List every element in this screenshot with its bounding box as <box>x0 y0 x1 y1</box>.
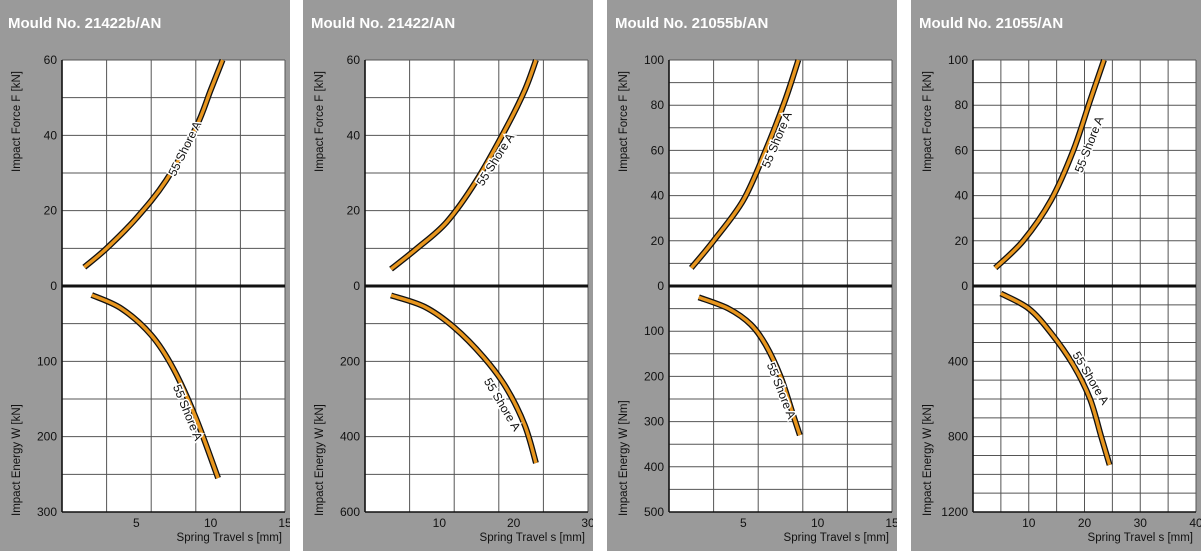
series-curve <box>83 59 225 269</box>
y-tick-label: 0 <box>657 279 664 293</box>
y-tick-label: 0 <box>353 279 360 293</box>
force-axis-title: Impact Force F [kN] <box>618 71 630 172</box>
energy-axis-title: Impact Energy W [kN] <box>922 404 934 516</box>
y-tick-label: 100 <box>37 354 57 368</box>
y-tick-label: 300 <box>37 505 57 519</box>
force-axis-title: Impact Force F [kN] <box>11 71 23 172</box>
energy-axis-title: Impact Energy W [kN] <box>314 404 326 516</box>
y-tick-label: 300 <box>644 415 664 429</box>
panel-title: Mould No. 21055b/AN <box>615 15 769 32</box>
panel-title: Mould No. 21055/AN <box>919 15 1064 32</box>
y-tick-label: 60 <box>955 143 969 157</box>
y-tick-label: 20 <box>347 204 361 218</box>
chart-panel: Mould No. 21055/AN 0 20 40 60 80 100 400 800 120… <box>911 0 1201 551</box>
y-tick-label: 20 <box>651 234 665 248</box>
x-tick-label: 10 <box>811 516 825 530</box>
x-tick-label: 15 <box>885 516 897 530</box>
x-tick-label: 30 <box>1134 516 1148 530</box>
y-tick-label: 40 <box>347 128 361 142</box>
y-tick-label: 1200 <box>941 505 968 519</box>
series-curve <box>994 59 1106 270</box>
y-tick-label: 0 <box>961 279 968 293</box>
x-axis-title: Spring Travel s [mm] <box>783 532 889 544</box>
y-tick-label: 600 <box>340 505 360 519</box>
panel-title: Mould No. 21422b/AN <box>8 15 162 32</box>
y-tick-label: 60 <box>347 53 361 67</box>
series-curve <box>698 295 802 436</box>
chart-panel: Mould No. 21055b/AN 0 20 40 60 80 100 100 200 30… <box>607 0 897 551</box>
x-tick-label: 10 <box>204 516 218 530</box>
x-axis-title: Spring Travel s [mm] <box>176 532 282 544</box>
y-tick-label: 100 <box>644 324 664 338</box>
y-tick-label: 20 <box>955 234 969 248</box>
y-tick-label: 800 <box>948 430 968 444</box>
y-tick-label: 20 <box>44 204 58 218</box>
x-tick-label: 15 <box>278 516 290 530</box>
series-curve <box>91 293 220 479</box>
x-tick-label: 20 <box>507 516 521 530</box>
x-tick-label: 20 <box>1078 516 1092 530</box>
series-curve <box>389 59 538 271</box>
x-axis-title: Spring Travel s [mm] <box>1087 532 1193 544</box>
x-axis-title: Spring Travel s [mm] <box>479 532 585 544</box>
force-axis-title: Impact Force F [kN] <box>314 71 326 172</box>
x-tick-label: 10 <box>433 516 447 530</box>
y-tick-label: 400 <box>644 460 664 474</box>
series-curve <box>1000 292 1112 466</box>
force-axis-title: Impact Force F [kN] <box>922 71 934 172</box>
y-tick-label: 80 <box>651 98 665 112</box>
y-tick-label: 40 <box>651 189 665 203</box>
y-tick-label: 500 <box>644 505 664 519</box>
x-tick-label: 40 <box>1189 516 1201 530</box>
energy-axis-title: Impact Energy W [kN] <box>11 404 23 516</box>
x-tick-label: 10 <box>1022 516 1036 530</box>
y-tick-label: 60 <box>44 53 58 67</box>
series-curve <box>689 59 800 270</box>
y-tick-label: 200 <box>644 369 664 383</box>
chart-panel: Mould No. 21422b/AN 0 20 40 60 100 200 300 5 10 1… <box>0 0 290 551</box>
y-tick-label: 0 <box>50 279 57 293</box>
panel-title: Mould No. 21422/AN <box>311 15 456 32</box>
chart-panel: Mould No. 21422/AN 0 20 40 60 200 400 600 10 20 3… <box>303 0 593 551</box>
y-tick-label: 60 <box>651 143 665 157</box>
x-tick-label: 5 <box>133 516 140 530</box>
y-tick-label: 40 <box>955 189 969 203</box>
y-tick-label: 40 <box>44 128 58 142</box>
x-tick-label: 30 <box>581 516 593 530</box>
series-curve <box>390 293 538 464</box>
y-tick-label: 80 <box>955 98 969 112</box>
y-tick-label: 100 <box>644 53 664 67</box>
y-tick-label: 100 <box>948 53 968 67</box>
energy-axis-title: Impact Energy W [Nm] <box>618 400 630 516</box>
y-tick-label: 400 <box>948 354 968 368</box>
x-tick-label: 5 <box>740 516 747 530</box>
y-tick-label: 200 <box>340 354 360 368</box>
y-tick-label: 400 <box>340 430 360 444</box>
y-tick-label: 200 <box>37 430 57 444</box>
